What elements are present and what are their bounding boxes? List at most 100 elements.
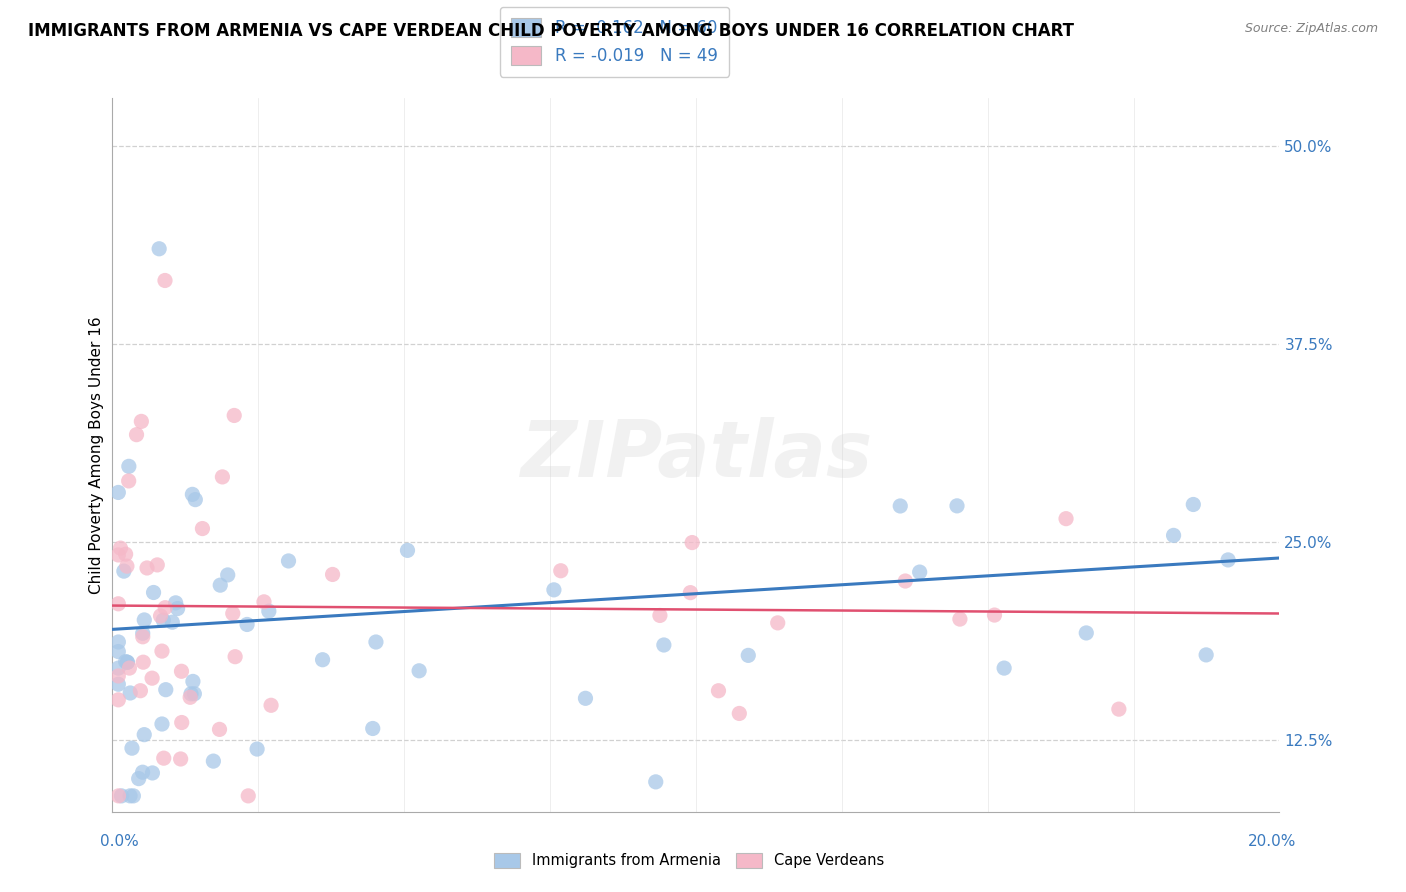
Point — [132, 655, 155, 669]
Point — [136, 561, 159, 575]
Point — [114, 655, 136, 669]
Point — [141, 766, 163, 780]
Point — [766, 615, 789, 630]
Legend: R =  0.162   N = 60, R = -0.019   N = 49: R = 0.162 N = 60, R = -0.019 N = 49 — [499, 6, 730, 77]
Point — [131, 765, 153, 780]
Point — [142, 585, 165, 599]
Point — [166, 601, 188, 615]
Point — [209, 578, 232, 592]
Text: IMMIGRANTS FROM ARMENIA VS CAPE VERDEAN CHILD POVERTY AMONG BOYS UNDER 16 CORREL: IMMIGRANTS FROM ARMENIA VS CAPE VERDEAN … — [28, 22, 1074, 40]
Point — [217, 568, 239, 582]
Point — [149, 609, 172, 624]
Point — [146, 558, 169, 572]
Point — [908, 565, 931, 579]
Point — [165, 596, 187, 610]
Point — [122, 789, 145, 803]
Point — [132, 626, 155, 640]
Point — [141, 671, 163, 685]
Point — [550, 564, 572, 578]
Point — [107, 548, 129, 562]
Point — [679, 585, 702, 599]
Point — [246, 742, 269, 756]
Point — [107, 661, 129, 675]
Point — [110, 789, 132, 803]
Point — [1195, 648, 1218, 662]
Point — [408, 664, 430, 678]
Point — [728, 706, 751, 721]
Point — [1108, 702, 1130, 716]
Point — [107, 644, 129, 658]
Point — [120, 686, 142, 700]
Point — [361, 722, 384, 736]
Point — [260, 698, 283, 713]
Point — [208, 723, 231, 737]
Point — [107, 693, 129, 707]
Y-axis label: Child Poverty Among Boys Under 16: Child Poverty Among Boys Under 16 — [89, 316, 104, 594]
Point — [150, 644, 173, 658]
Point — [152, 613, 174, 627]
Point — [117, 655, 139, 669]
Point — [107, 635, 129, 649]
Point — [277, 554, 299, 568]
Point — [107, 597, 129, 611]
Point — [117, 655, 139, 669]
Point — [1182, 498, 1205, 512]
Point — [949, 612, 972, 626]
Point — [162, 615, 184, 630]
Point — [150, 717, 173, 731]
Point — [107, 677, 129, 691]
Point — [1076, 626, 1098, 640]
Point — [574, 691, 596, 706]
Point — [681, 535, 703, 549]
Point — [115, 559, 138, 574]
Point — [1054, 511, 1077, 525]
Point — [114, 547, 136, 561]
Point — [1216, 553, 1239, 567]
Point — [543, 582, 565, 597]
Point — [644, 775, 666, 789]
Point — [224, 649, 246, 664]
Point — [1163, 528, 1185, 542]
Point — [134, 728, 156, 742]
Point — [170, 715, 193, 730]
Legend: Immigrants from Armenia, Cape Verdeans: Immigrants from Armenia, Cape Verdeans — [486, 846, 891, 876]
Point — [118, 459, 141, 474]
Point — [236, 617, 259, 632]
Point — [134, 613, 156, 627]
Point — [202, 754, 225, 768]
Text: ZIPatlas: ZIPatlas — [520, 417, 872, 493]
Point — [364, 635, 387, 649]
Point — [169, 752, 191, 766]
Point — [180, 687, 202, 701]
Point — [396, 543, 419, 558]
Point — [179, 690, 201, 705]
Point — [238, 789, 260, 803]
Text: Source: ZipAtlas.com: Source: ZipAtlas.com — [1244, 22, 1378, 36]
Point — [121, 741, 143, 756]
Point — [125, 427, 148, 442]
Point — [107, 669, 129, 683]
Point — [983, 608, 1005, 623]
Point — [737, 648, 759, 663]
Point — [889, 499, 911, 513]
Point — [153, 600, 176, 615]
Point — [110, 541, 132, 555]
Point — [253, 595, 276, 609]
Point — [112, 564, 135, 578]
Point — [648, 608, 671, 623]
Point — [107, 789, 129, 803]
Point — [170, 665, 193, 679]
Point — [118, 789, 141, 803]
Text: 20.0%: 20.0% — [1249, 834, 1296, 849]
Point — [184, 492, 207, 507]
Point — [153, 273, 176, 287]
Point — [222, 607, 245, 621]
Point — [118, 661, 141, 675]
Point — [311, 653, 333, 667]
Point — [132, 630, 155, 644]
Point — [191, 522, 214, 536]
Point — [118, 474, 141, 488]
Point — [707, 683, 730, 698]
Point — [128, 772, 150, 786]
Text: 0.0%: 0.0% — [100, 834, 139, 849]
